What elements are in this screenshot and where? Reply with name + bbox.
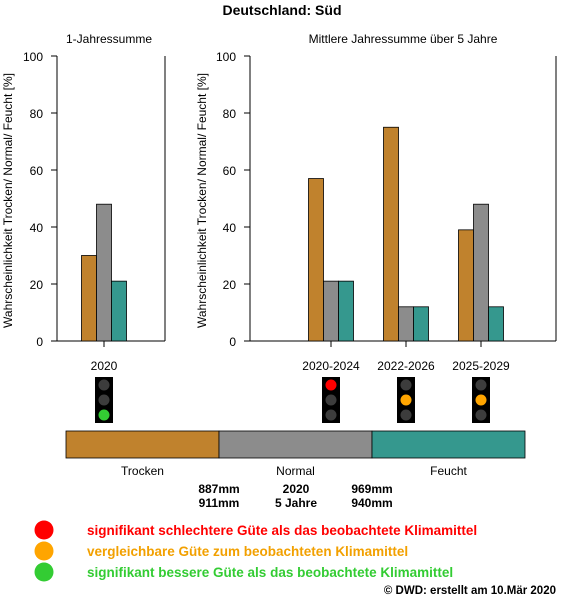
threshold-value: 2020 (283, 482, 310, 496)
threshold-value: 5 Jahre (275, 496, 317, 510)
y-tick-label: 100 (23, 50, 43, 64)
y-tick-label: 60 (223, 164, 237, 178)
chart-panel-2: Mittlere Jahressumme über 5 Jahre Wahrsch… (195, 32, 557, 423)
y-tick-label: 80 (30, 107, 44, 121)
legend-label: Normal (276, 464, 315, 478)
traffic-light (472, 377, 490, 423)
bar-feucht (111, 280, 127, 342)
traffic-light-lamp-green (400, 409, 412, 421)
legend-swatch-trocken (65, 430, 220, 459)
bar-feucht (488, 306, 504, 342)
y-tick-label: 60 (30, 164, 44, 178)
traffic-light (397, 377, 415, 423)
bar-trocken (81, 255, 97, 342)
legend-swatch-normal (218, 430, 373, 459)
y-tick-label: 0 (36, 335, 43, 349)
x-tick-label: 2020 (91, 359, 118, 373)
legend-label: Feucht (430, 464, 467, 478)
bar-normal (323, 280, 339, 342)
bar-feucht (338, 280, 354, 342)
y-tick-label: 40 (223, 221, 237, 235)
traffic-light-lamp-orange (98, 394, 110, 406)
panel-title: Mittlere Jahressumme über 5 Jahre (309, 32, 498, 46)
threshold-value: 887mm (198, 482, 239, 496)
legend-label: Trocken (121, 464, 164, 478)
bar-trocken (308, 178, 324, 342)
traffic-light (322, 377, 340, 423)
y-axis-label: Wahrscheinlichkeit Trocken/ Normal/ Feuc… (195, 73, 209, 328)
y-tick-label: 40 (30, 221, 44, 235)
threshold-value: 911mm (199, 496, 240, 510)
bar-feucht (413, 306, 429, 342)
key-text-red: signifikant schlechtere Güte als das beo… (87, 523, 477, 538)
bar-normal (96, 203, 112, 342)
y-tick-label: 100 (216, 50, 236, 64)
bar-normal (398, 306, 414, 342)
traffic-light (95, 377, 113, 423)
traffic-light-lamp-orange (400, 394, 412, 406)
x-tick-label: 2025-2029 (452, 359, 510, 373)
y-tick-label: 20 (223, 278, 237, 292)
traffic-light-lamp-orange (475, 394, 487, 406)
key-dot-red (34, 520, 54, 540)
x-tick-label: 2020-2024 (302, 359, 360, 373)
traffic-light-lamp-orange (325, 394, 337, 406)
bar-trocken (458, 229, 474, 342)
traffic-light-lamp-red (98, 379, 110, 391)
traffic-light-lamp-green (98, 409, 110, 421)
traffic-light-lamp-green (475, 409, 487, 421)
footer-credit: © DWD: erstellt am 10.Mär 2020 (384, 585, 556, 597)
y-tick-label: 0 (229, 335, 236, 349)
threshold-value: 940mm (351, 496, 392, 510)
panel-title: 1-Jahressumme (66, 32, 152, 46)
y-tick-label: 80 (223, 107, 237, 121)
key-dot-green (34, 562, 54, 582)
x-tick-label: 2022-2026 (377, 359, 435, 373)
bar-normal (473, 203, 489, 342)
chart-area: 1-Jahressumme Wahrscheinlichkeit Trocken/… (1, 32, 557, 423)
traffic-light-key: signifikant schlechtere Güte als das beo… (34, 520, 477, 582)
bar-trocken (383, 126, 399, 342)
y-tick-label: 20 (30, 278, 44, 292)
traffic-light-lamp-green (325, 409, 337, 421)
traffic-light-lamp-red (475, 379, 487, 391)
key-text-orange: vergleichbare Güte zum beobachteten Klim… (87, 544, 408, 559)
legend-swatch-feucht (371, 430, 526, 459)
figure-title: Deutschland: Süd (222, 2, 341, 18)
traffic-light-lamp-red (325, 379, 337, 391)
chart-panel-1: 1-Jahressumme Wahrscheinlichkeit Trocken/… (1, 32, 166, 423)
key-dot-orange (34, 541, 54, 561)
y-axis-label: Wahrscheinlichkeit Trocken/ Normal/ Feuc… (1, 73, 15, 328)
traffic-light-lamp-red (400, 379, 412, 391)
threshold-value: 969mm (351, 482, 392, 496)
key-text-green: signifikant bessere Güte als das beobach… (87, 565, 453, 580)
